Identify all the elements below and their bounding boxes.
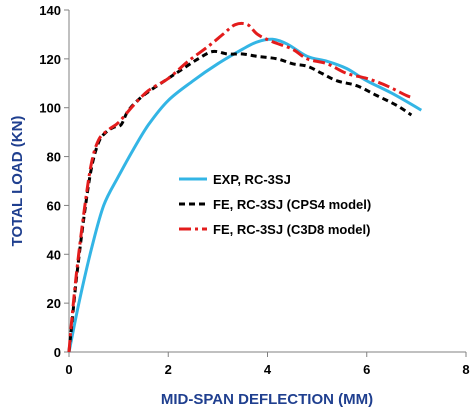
legend-label-cps4: FE, RC-3SJ (CPS4 model) bbox=[213, 197, 371, 212]
x-tick-label: 6 bbox=[363, 362, 370, 377]
y-tick-label: 60 bbox=[47, 198, 61, 213]
x-tick-label: 0 bbox=[65, 362, 72, 377]
x-tick-label: 4 bbox=[264, 362, 272, 377]
y-tick-label: 120 bbox=[39, 52, 61, 67]
series-lines bbox=[67, 21, 423, 353]
legend-label-c3d8: FE, RC-3SJ (C3D8 model) bbox=[213, 222, 370, 237]
x-tick-label: 8 bbox=[462, 362, 469, 377]
legend-label-exp: EXP, RC-3SJ bbox=[213, 172, 291, 187]
y-tick-label: 20 bbox=[47, 296, 61, 311]
y-tick-label: 140 bbox=[39, 3, 61, 18]
legend: EXP, RC-3SJ FE, RC-3SJ (CPS4 model) FE, … bbox=[179, 172, 371, 237]
y-tick-label: 40 bbox=[47, 247, 61, 262]
series-line-0 bbox=[67, 37, 423, 353]
y-tick-label: 0 bbox=[54, 345, 61, 360]
y-axis-title: TOTAL LOAD (KN) bbox=[9, 116, 26, 247]
series-line-2 bbox=[67, 21, 415, 353]
y-tick-label: 80 bbox=[47, 150, 61, 165]
y-tick-label: 100 bbox=[39, 101, 61, 116]
x-tick-label: 2 bbox=[165, 362, 172, 377]
x-axis-title: MID-SPAN DEFLECTION (MM) bbox=[161, 391, 373, 408]
